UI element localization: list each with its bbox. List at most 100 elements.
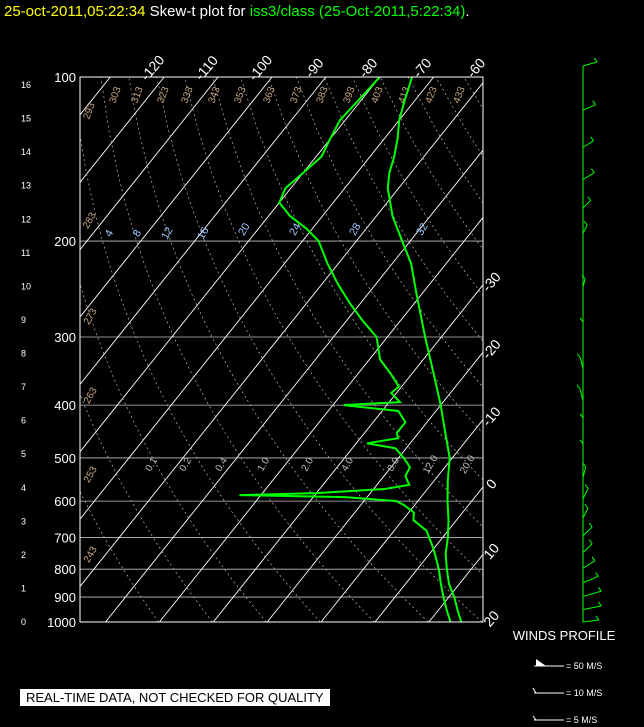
wind-barb: [582, 140, 594, 148]
height-tick-label: 14: [21, 147, 31, 157]
dry-adiabat-label: 353: [233, 85, 249, 105]
wind-barb: [582, 224, 588, 234]
temperature-tick-label: 0: [483, 476, 500, 492]
wind-barb: [582, 488, 589, 499]
isotherm-line: [80, 77, 327, 386]
isotherm-line: [80, 77, 381, 453]
dry-adiabat-line: [379, 77, 483, 250]
isotherm-line: [0, 77, 3, 622]
dry-adiabat-label: 263: [82, 385, 100, 405]
dry-adiabat-label: 303: [108, 85, 124, 105]
wind-barb-flag: [584, 484, 589, 489]
wind-legend-label: = 50 M/S: [566, 661, 602, 671]
wind-barb-flag: [579, 317, 584, 323]
isotherm-line: [80, 77, 165, 183]
height-tick-label: 12: [21, 214, 31, 224]
wind-barb-flag: [579, 439, 584, 445]
isotherm-line: [482, 621, 483, 622]
isotherm-line: [105, 149, 483, 622]
wind-legend-label: = 5 M/S: [566, 715, 597, 725]
wind-barb-flag: [593, 57, 598, 63]
height-tick-label: 13: [21, 181, 31, 191]
height-tick-label: 4: [21, 483, 26, 493]
dry-adiabat-label: 423: [424, 85, 440, 105]
dry-adiabat-label: 253: [82, 464, 100, 484]
dry-adiabat-line: [100, 77, 375, 622]
wind-barb: [582, 575, 599, 584]
dry-adiabat-label: 243: [82, 544, 100, 564]
height-tick-label: 10: [21, 281, 31, 291]
wind-barb-flag: [582, 462, 587, 468]
temperature-tick-label: -10: [479, 403, 504, 429]
dry-adiabat-line: [80, 490, 159, 622]
isotherm-line: [80, 77, 219, 251]
wind-barb-flag: [597, 601, 602, 607]
wind-barb: [582, 543, 593, 553]
wind-barb-flag: [595, 572, 599, 577]
dry-adiabat-label: 293: [82, 101, 98, 121]
mixing-ratio-label: 24: [287, 221, 304, 238]
mixing-ratio-label: 28: [347, 221, 364, 238]
isotherm-line: [80, 82, 483, 588]
dry-adiabat-label: 403: [370, 85, 386, 105]
dry-adiabat-line: [268, 77, 483, 434]
isotherm-line: [591, 77, 644, 622]
chart-title: 25-oct-2011,05:22:34 Skew-t plot for iss…: [4, 3, 470, 20]
mixing-ratio-label: 8: [131, 228, 144, 239]
wind-barb-flag: [588, 522, 593, 528]
height-tick-label: 2: [21, 550, 26, 560]
wind-legend-pennant: [536, 659, 546, 666]
dry-adiabat-line: [407, 77, 483, 204]
wind-barb-flag: [576, 384, 581, 390]
wind-barb-flag: [592, 100, 597, 106]
isotherm-line: [212, 284, 483, 622]
dry-adiabat-line: [520, 77, 644, 622]
height-tick-label: 0: [21, 617, 26, 627]
pressure-label: 800: [54, 562, 76, 577]
dry-adiabat-label: 333: [180, 85, 196, 105]
height-tick-label: 8: [21, 349, 26, 359]
pressure-label: 700: [54, 531, 76, 546]
wind-barb: [582, 466, 587, 478]
pressure-label: 900: [54, 590, 76, 605]
dry-adiabat-label: 363: [262, 85, 278, 105]
height-tick-label: 7: [21, 382, 26, 392]
pressure-label: 300: [54, 330, 76, 345]
dry-adiabat-line: [240, 77, 483, 481]
mixing-ratio-label: 12.0: [421, 453, 440, 476]
wind-barb: [582, 508, 589, 519]
height-tick-label: 15: [21, 114, 31, 124]
wind-legend-label: = 10 M/S: [566, 688, 602, 698]
dewpoint-trace: [239, 77, 452, 622]
quality-disclaimer: REAL-TIME DATA, NOT CHECKED FOR QUALITY: [20, 689, 330, 706]
mixing-ratio-label: 20: [236, 221, 253, 238]
height-tick-label: 3: [21, 516, 26, 526]
mixing-ratio-label: 32: [414, 221, 431, 238]
pressure-label: 400: [54, 398, 76, 413]
wind-barb-flag: [595, 615, 600, 621]
dry-adiabat-label: 323: [156, 85, 172, 105]
height-tick-label: 9: [21, 315, 26, 325]
isotherm-line: [537, 77, 644, 622]
wind-barb-flag: [584, 503, 589, 509]
wind-barb: [582, 619, 600, 623]
height-tick-label: 6: [21, 416, 26, 426]
wind-profile-title: WINDS PROFILE: [513, 628, 616, 643]
title-station: iss3/class: [249, 3, 315, 20]
height-tick-label: 1: [21, 583, 26, 593]
temperature-tick-label: -30: [479, 269, 504, 295]
dry-adiabat-line: [548, 77, 644, 622]
wind-barb: [582, 278, 586, 288]
dry-adiabat-label: 283: [81, 210, 99, 230]
wind-barb: [582, 104, 596, 111]
wind-barb: [582, 526, 593, 537]
pressure-label: 100: [54, 70, 76, 85]
wind-barb-flag: [581, 274, 586, 280]
mixing-ratio-label: 12: [159, 225, 176, 242]
wind-barb-flag: [579, 413, 584, 419]
dry-adiabat-line: [184, 77, 483, 576]
dry-adiabat-label: 393: [342, 85, 358, 105]
isotherm-line: [0, 77, 56, 622]
